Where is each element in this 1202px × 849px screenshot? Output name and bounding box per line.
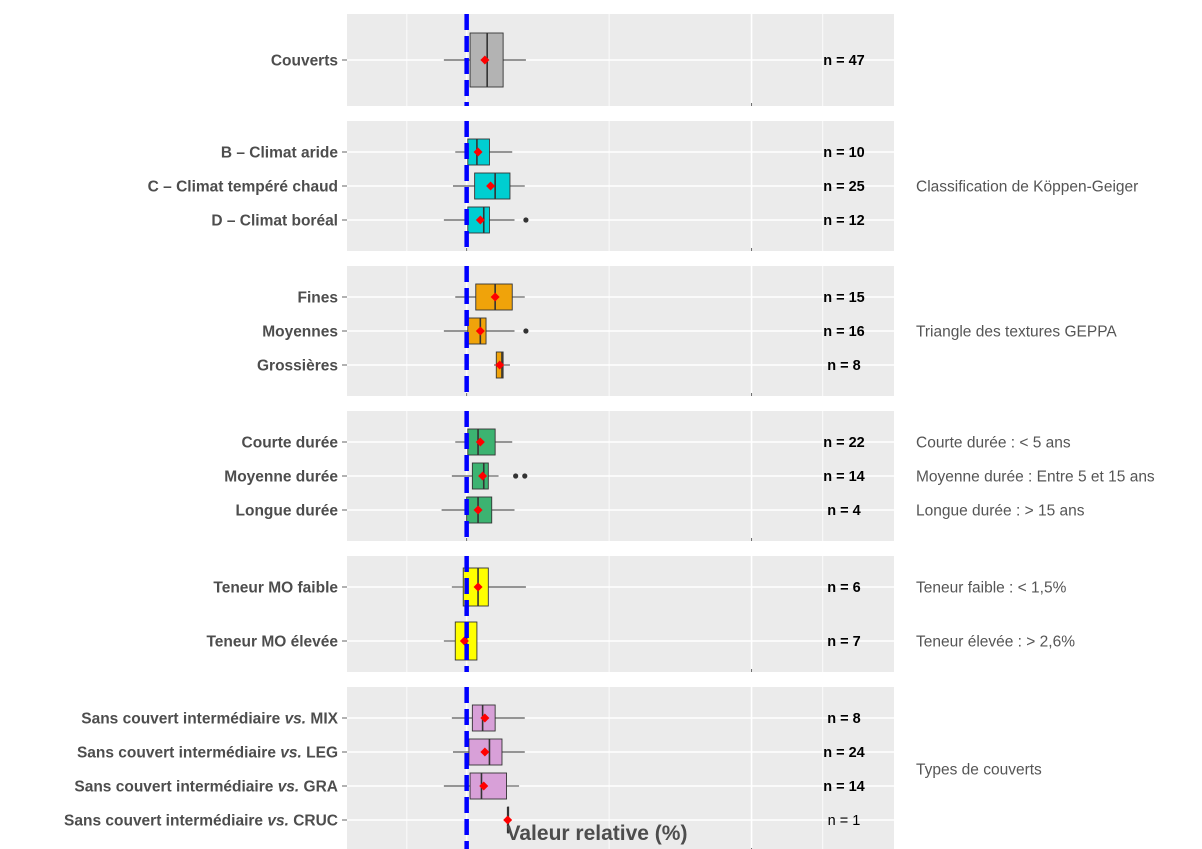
category-label: Teneur MO faible bbox=[213, 580, 338, 597]
outlier-point bbox=[513, 473, 519, 479]
sample-size-label: n = 12 bbox=[823, 213, 865, 229]
mean-marker bbox=[480, 55, 490, 65]
outlier-point bbox=[523, 328, 529, 334]
category-label: Moyenne durée bbox=[224, 469, 338, 486]
facet-note: Teneur faible : < 1,5% bbox=[916, 580, 1067, 597]
facet-notes: Classification de Köppen-Geiger Triangle … bbox=[916, 179, 1155, 779]
sample-size-label: n = 15 bbox=[823, 290, 865, 306]
facet-note: Moyenne durée : Entre 5 et 15 ans bbox=[916, 469, 1155, 486]
mean-marker bbox=[479, 781, 489, 791]
category-label-main: Teneur MO élevée bbox=[206, 634, 338, 651]
sample-size-label: n = 7 bbox=[827, 634, 860, 650]
category-label-italic: vs. bbox=[280, 745, 302, 762]
category-label-main: Moyenne durée bbox=[224, 469, 338, 486]
category-label: Grossières bbox=[257, 358, 338, 375]
category-label-italic: vs. bbox=[278, 779, 300, 796]
category-label-suffix: CRUC bbox=[289, 813, 338, 830]
category-label-main: Teneur MO faible bbox=[213, 580, 338, 597]
mean-marker bbox=[478, 471, 488, 481]
category-label-main: Fines bbox=[298, 290, 338, 307]
outlier-point bbox=[523, 217, 529, 223]
category-label: C – Climat tempéré chaud bbox=[148, 179, 338, 196]
facet-note: Teneur élevée : > 2,6% bbox=[916, 634, 1075, 651]
sample-size-label: n = 14 bbox=[823, 779, 865, 795]
category-label: Couverts bbox=[271, 53, 338, 70]
x-axis: Valeur relative (%) 0250 bbox=[507, 822, 688, 845]
sample-size-label: n = 22 bbox=[823, 435, 865, 451]
category-label-italic: vs. bbox=[267, 813, 289, 830]
category-label-main: Grossières bbox=[257, 358, 338, 375]
facet-panel-4 bbox=[347, 556, 894, 672]
sample-size-label: n = 14 bbox=[823, 469, 865, 485]
sample-size-label: n = 6 bbox=[827, 580, 860, 596]
facet-note: Longue durée : > 15 ans bbox=[916, 503, 1085, 520]
facet-note: Triangle des textures GEPPA bbox=[916, 324, 1117, 341]
category-label: Longue durée bbox=[236, 503, 339, 520]
sample-size-label: n = 24 bbox=[823, 745, 865, 761]
box-iqr bbox=[468, 738, 503, 766]
category-label-main: D – Climat boréal bbox=[211, 213, 338, 230]
mean-marker bbox=[473, 582, 483, 592]
sample-size-labels: n = 47 n = 10 n = 25 n = 12 n = 15 n = 16 n = … bbox=[823, 53, 865, 829]
category-label-suffix: LEG bbox=[302, 745, 338, 762]
box-series bbox=[441, 32, 529, 834]
category-label-main: B – Climat aride bbox=[221, 145, 339, 162]
x-axis-title: Valeur relative (%) bbox=[507, 822, 688, 845]
sample-size-label: n = 16 bbox=[823, 324, 865, 340]
mean-marker bbox=[480, 713, 490, 723]
sample-size-label: n = 1 bbox=[828, 813, 861, 829]
mean-marker bbox=[475, 326, 485, 336]
category-label-main: Courte durée bbox=[242, 435, 339, 452]
box-iqr bbox=[469, 772, 507, 800]
category-label: Moyennes bbox=[262, 324, 338, 341]
mean-marker bbox=[495, 360, 505, 370]
sample-size-label: n = 8 bbox=[827, 711, 860, 727]
category-label-main: Sans couvert intermédiaire bbox=[74, 779, 277, 796]
category-label-main: Sans couvert intermédiaire bbox=[64, 813, 267, 830]
facet-panels bbox=[347, 14, 894, 849]
mean-marker bbox=[480, 747, 490, 757]
facet-note: Courte durée : < 5 ans bbox=[916, 435, 1071, 452]
mean-marker bbox=[459, 636, 469, 646]
category-label-main: Moyennes bbox=[262, 324, 338, 341]
category-label: Sans couvert intermédiaire vs. CRUC bbox=[64, 813, 338, 830]
mean-marker bbox=[490, 292, 500, 302]
category-label: Sans couvert intermédiaire vs. MIX bbox=[81, 711, 338, 728]
sample-size-label: n = 25 bbox=[823, 179, 865, 195]
mean-marker bbox=[473, 147, 483, 157]
sample-size-label: n = 10 bbox=[823, 145, 865, 161]
outlier-point bbox=[522, 473, 528, 479]
category-label: Sans couvert intermédiaire vs. GRA bbox=[74, 779, 338, 796]
category-label-main: Longue durée bbox=[236, 503, 339, 520]
facet-note: Classification de Köppen-Geiger bbox=[916, 179, 1138, 196]
category-label-suffix: MIX bbox=[306, 711, 339, 728]
mean-marker bbox=[473, 505, 483, 515]
mean-marker bbox=[486, 181, 496, 191]
category-label-suffix: GRA bbox=[299, 779, 338, 796]
mean-marker bbox=[475, 437, 485, 447]
sample-size-label: n = 4 bbox=[827, 503, 860, 519]
category-labels: Couverts B – Climat aride C – Climat tempé… bbox=[64, 53, 347, 830]
facet-note: Types de couverts bbox=[916, 762, 1042, 779]
category-label-main: C – Climat tempéré chaud bbox=[148, 179, 338, 196]
grid-lines bbox=[347, 14, 894, 849]
sample-size-label: n = 47 bbox=[823, 53, 865, 69]
category-label-main: Sans couvert intermédiaire bbox=[81, 711, 284, 728]
category-label-main: Couverts bbox=[271, 53, 338, 70]
category-label: Teneur MO élevée bbox=[206, 634, 338, 651]
mean-marker bbox=[475, 215, 485, 225]
category-label-italic: vs. bbox=[285, 711, 307, 728]
category-label-main: Sans couvert intermédiaire bbox=[77, 745, 280, 762]
category-label: B – Climat aride bbox=[221, 145, 339, 162]
sample-size-label: n = 8 bbox=[827, 358, 860, 374]
category-label: Courte durée bbox=[242, 435, 339, 452]
category-label: D – Climat boréal bbox=[211, 213, 338, 230]
mean-marker bbox=[503, 815, 513, 825]
category-label: Sans couvert intermédiaire vs. LEG bbox=[77, 745, 338, 762]
category-label: Fines bbox=[298, 290, 338, 307]
facet-panel-5 bbox=[347, 687, 894, 849]
